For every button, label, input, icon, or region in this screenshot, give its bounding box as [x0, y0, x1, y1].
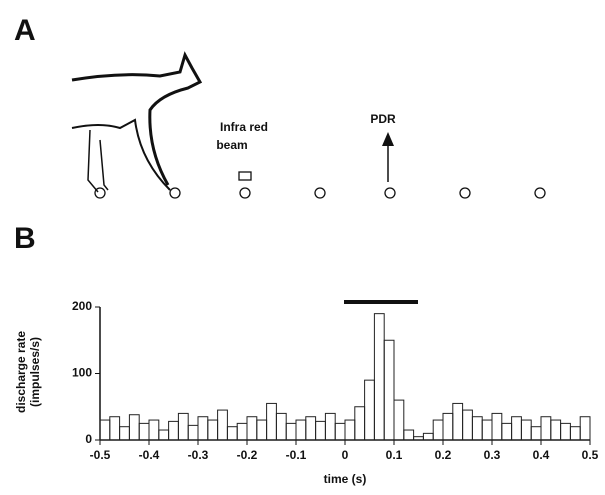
- bar: [197, 416, 209, 441]
- bar: [128, 414, 140, 441]
- bar: [540, 416, 552, 441]
- bar: [236, 422, 248, 441]
- bar: [226, 426, 238, 441]
- bar: [119, 426, 130, 441]
- panel-label: B: [14, 222, 36, 255]
- bar: [550, 419, 562, 441]
- bar: [275, 412, 287, 441]
- y-tick-label: 100: [72, 366, 92, 380]
- bar: [344, 419, 356, 441]
- y-tick-label: 0: [85, 432, 92, 446]
- bar: [422, 432, 434, 441]
- bar: [109, 416, 121, 441]
- bar: [579, 416, 591, 441]
- bar: [530, 426, 542, 441]
- bar: [373, 313, 385, 441]
- x-tick-label: 0.2: [435, 448, 452, 462]
- bar: [462, 409, 473, 441]
- x-tick-label: -0.3: [188, 448, 209, 462]
- bar: [413, 436, 424, 441]
- y-label: discharge rate: [14, 331, 28, 413]
- beam-label: beam: [216, 138, 247, 152]
- bar: [432, 419, 444, 441]
- bar: [256, 419, 268, 441]
- bar: [491, 412, 503, 441]
- bar: [324, 412, 336, 441]
- bar: [569, 426, 581, 441]
- cat-drawing: [71, 51, 203, 193]
- beam-label: Infra red: [220, 120, 268, 134]
- x-tick-label: -0.2: [237, 448, 258, 462]
- bar: [452, 402, 464, 441]
- bar: [403, 429, 415, 441]
- x-tick-label: -0.4: [139, 448, 160, 462]
- bar: [295, 419, 307, 441]
- bar: [285, 422, 297, 441]
- bar: [138, 422, 150, 441]
- bar: [334, 422, 346, 441]
- x-tick-label: 0.3: [484, 448, 501, 462]
- panel-label: A: [14, 14, 36, 47]
- bar: [266, 402, 277, 441]
- bar: [148, 419, 160, 441]
- bar: [364, 379, 375, 441]
- x-tick-label: 0.5: [582, 448, 599, 462]
- x-tick-label: 0: [342, 448, 349, 462]
- bar: [471, 416, 483, 441]
- x-label: time (s): [324, 472, 367, 486]
- bar: [560, 422, 571, 441]
- beam-markers: [94, 171, 546, 199]
- bar: [520, 419, 532, 441]
- bar: [305, 416, 317, 441]
- y-label: (impulses/s): [28, 337, 42, 407]
- x-tick-label: 0.1: [386, 448, 403, 462]
- bar: [501, 422, 513, 441]
- x-tick-label: 0.4: [533, 448, 550, 462]
- arrow-label: PDR: [370, 112, 396, 126]
- bar: [217, 409, 228, 441]
- bar: [207, 419, 219, 441]
- x-tick-label: -0.5: [90, 448, 111, 462]
- bar: [177, 412, 189, 441]
- bar: [168, 420, 179, 441]
- bar: [511, 416, 522, 441]
- bar: [383, 339, 395, 441]
- y-tick-label: 200: [72, 299, 92, 313]
- bar: [246, 416, 258, 441]
- x-tick-label: -0.1: [286, 448, 307, 462]
- arrow-head: [382, 132, 394, 146]
- bar: [354, 406, 366, 441]
- bar: [158, 429, 170, 441]
- bar: [481, 419, 493, 441]
- bar: [99, 419, 111, 441]
- y-axis-title: discharge rate (impulses/s): [14, 331, 42, 413]
- bar: [393, 399, 405, 441]
- bar: [442, 412, 454, 441]
- bar: [187, 424, 199, 441]
- bar: [315, 420, 326, 441]
